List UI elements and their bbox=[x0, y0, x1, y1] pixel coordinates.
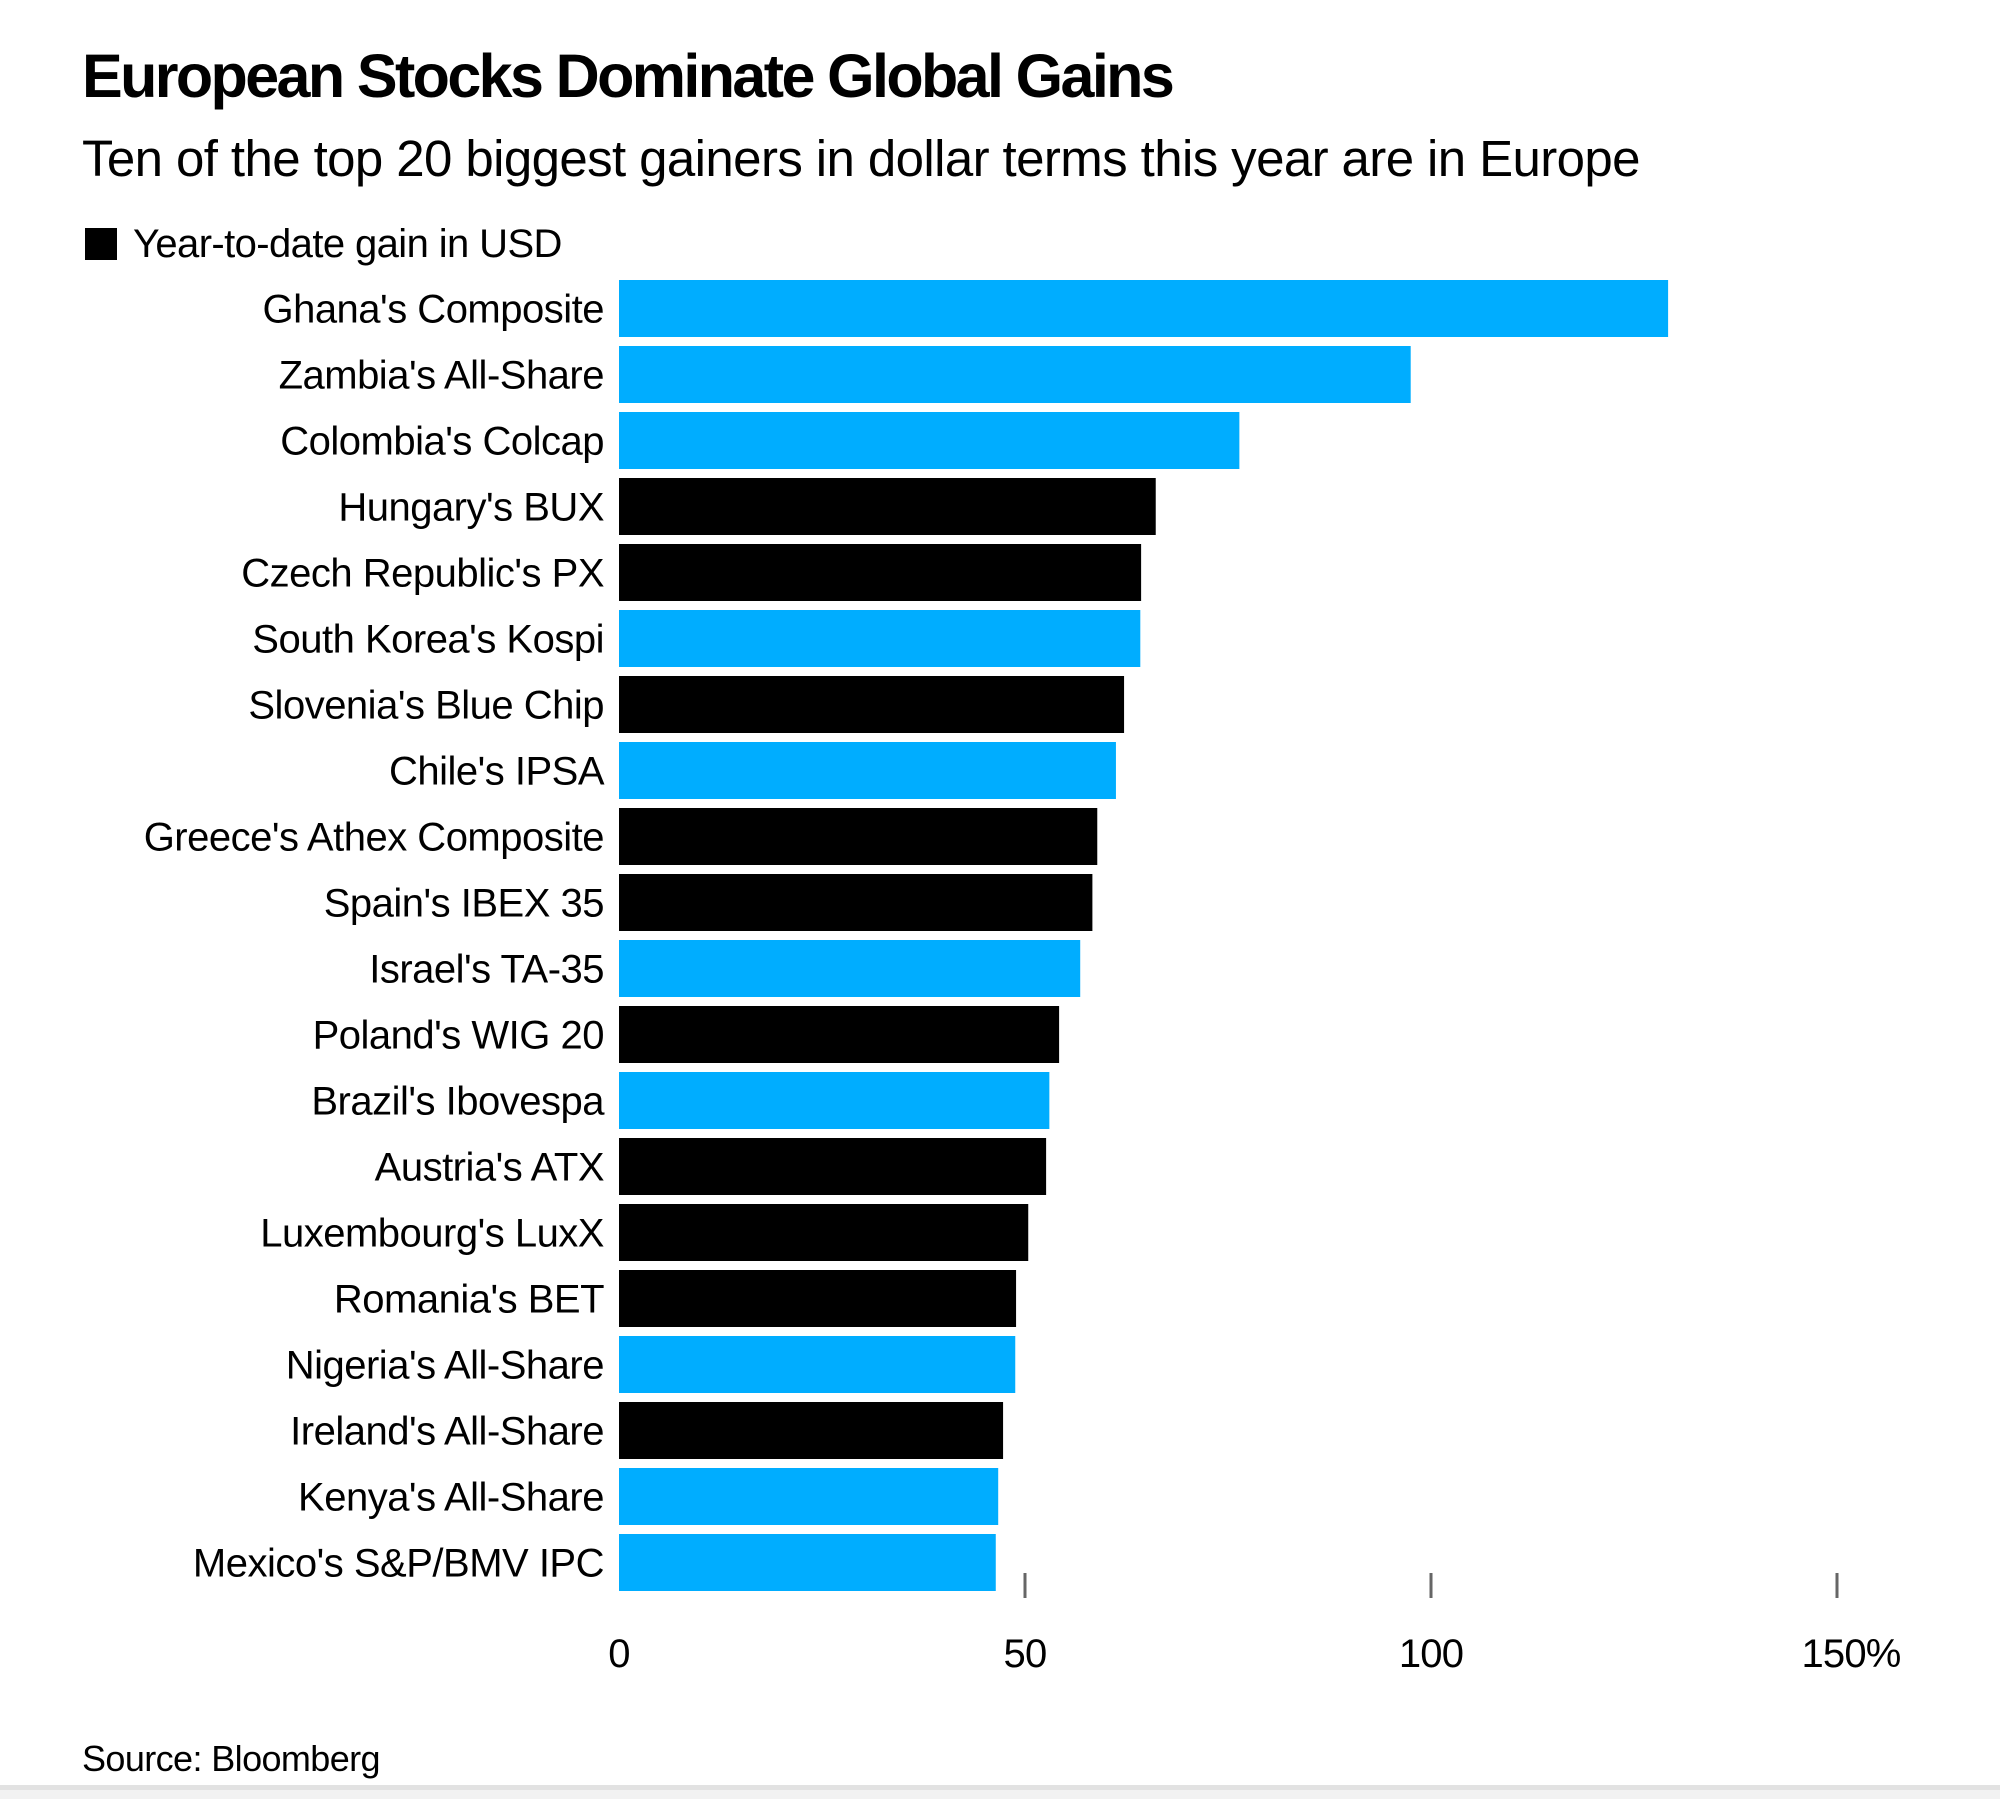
category-label: Luxembourg's LuxX bbox=[260, 1212, 604, 1256]
category-label: Ireland's All-Share bbox=[290, 1410, 604, 1454]
bar bbox=[619, 874, 1093, 931]
bar bbox=[619, 478, 1156, 535]
bar bbox=[619, 412, 1240, 469]
bar bbox=[619, 940, 1081, 997]
bar bbox=[619, 1336, 1016, 1393]
category-label: Spain's IBEX 35 bbox=[324, 882, 604, 926]
bars-group bbox=[619, 280, 1669, 1591]
bar bbox=[619, 1204, 1029, 1261]
bar bbox=[619, 1138, 1047, 1195]
category-label: Czech Republic's PX bbox=[241, 552, 604, 596]
category-label: South Korea's Kospi bbox=[252, 618, 604, 662]
chart-title: European Stocks Dominate Global Gains bbox=[82, 42, 1175, 110]
bar bbox=[619, 742, 1116, 799]
category-label: Mexico's S&P/BMV IPC bbox=[193, 1542, 604, 1586]
category-label: Greece's Athex Composite bbox=[144, 816, 604, 860]
category-label: Chile's IPSA bbox=[389, 750, 605, 794]
category-label: Hungary's BUX bbox=[338, 486, 604, 530]
bar bbox=[619, 808, 1098, 865]
x-axis: 0 50 100 150% bbox=[608, 1573, 1902, 1676]
source-note: Source: Bloomberg bbox=[82, 1738, 381, 1779]
category-label: Slovenia's Blue Chip bbox=[248, 684, 604, 728]
bar bbox=[619, 1534, 996, 1591]
bar-chart: Ghana's Composite Zambia's All-Share Colom… bbox=[144, 280, 1902, 1676]
x-tick-label: 100 bbox=[1399, 1632, 1463, 1676]
chart-subtitle: Ten of the top 20 biggest gainers in dol… bbox=[82, 130, 1641, 187]
bar bbox=[619, 676, 1125, 733]
legend-swatch bbox=[85, 228, 117, 260]
category-label: Kenya's All-Share bbox=[298, 1476, 604, 1520]
bar bbox=[619, 1468, 999, 1525]
bar bbox=[619, 544, 1142, 601]
x-tick-label: 150% bbox=[1801, 1632, 1900, 1676]
bar bbox=[619, 610, 1141, 667]
bar bbox=[619, 1402, 1004, 1459]
x-tick-label: 50 bbox=[1004, 1632, 1047, 1676]
category-label: Nigeria's All-Share bbox=[286, 1344, 604, 1388]
category-label: Colombia's Colcap bbox=[280, 420, 604, 464]
category-label: Zambia's All-Share bbox=[279, 354, 604, 398]
category-label: Brazil's Ibovespa bbox=[311, 1080, 605, 1124]
bar bbox=[619, 1270, 1017, 1327]
bar bbox=[619, 1072, 1050, 1129]
category-label: Austria's ATX bbox=[375, 1146, 604, 1190]
category-label: Israel's TA-35 bbox=[369, 948, 604, 992]
bar bbox=[619, 1006, 1060, 1063]
category-labels: Ghana's Composite Zambia's All-Share Colom… bbox=[144, 288, 606, 1586]
category-label: Romania's BET bbox=[334, 1278, 604, 1322]
category-label: Poland's WIG 20 bbox=[313, 1014, 604, 1058]
bottom-border bbox=[0, 1785, 2000, 1799]
bar bbox=[619, 346, 1411, 403]
bar bbox=[619, 280, 1669, 337]
x-tick-label: 0 bbox=[608, 1632, 629, 1676]
legend: Year-to-date gain in USD bbox=[85, 220, 562, 268]
category-label: Ghana's Composite bbox=[262, 288, 604, 332]
legend-label: Year-to-date gain in USD bbox=[133, 221, 562, 266]
